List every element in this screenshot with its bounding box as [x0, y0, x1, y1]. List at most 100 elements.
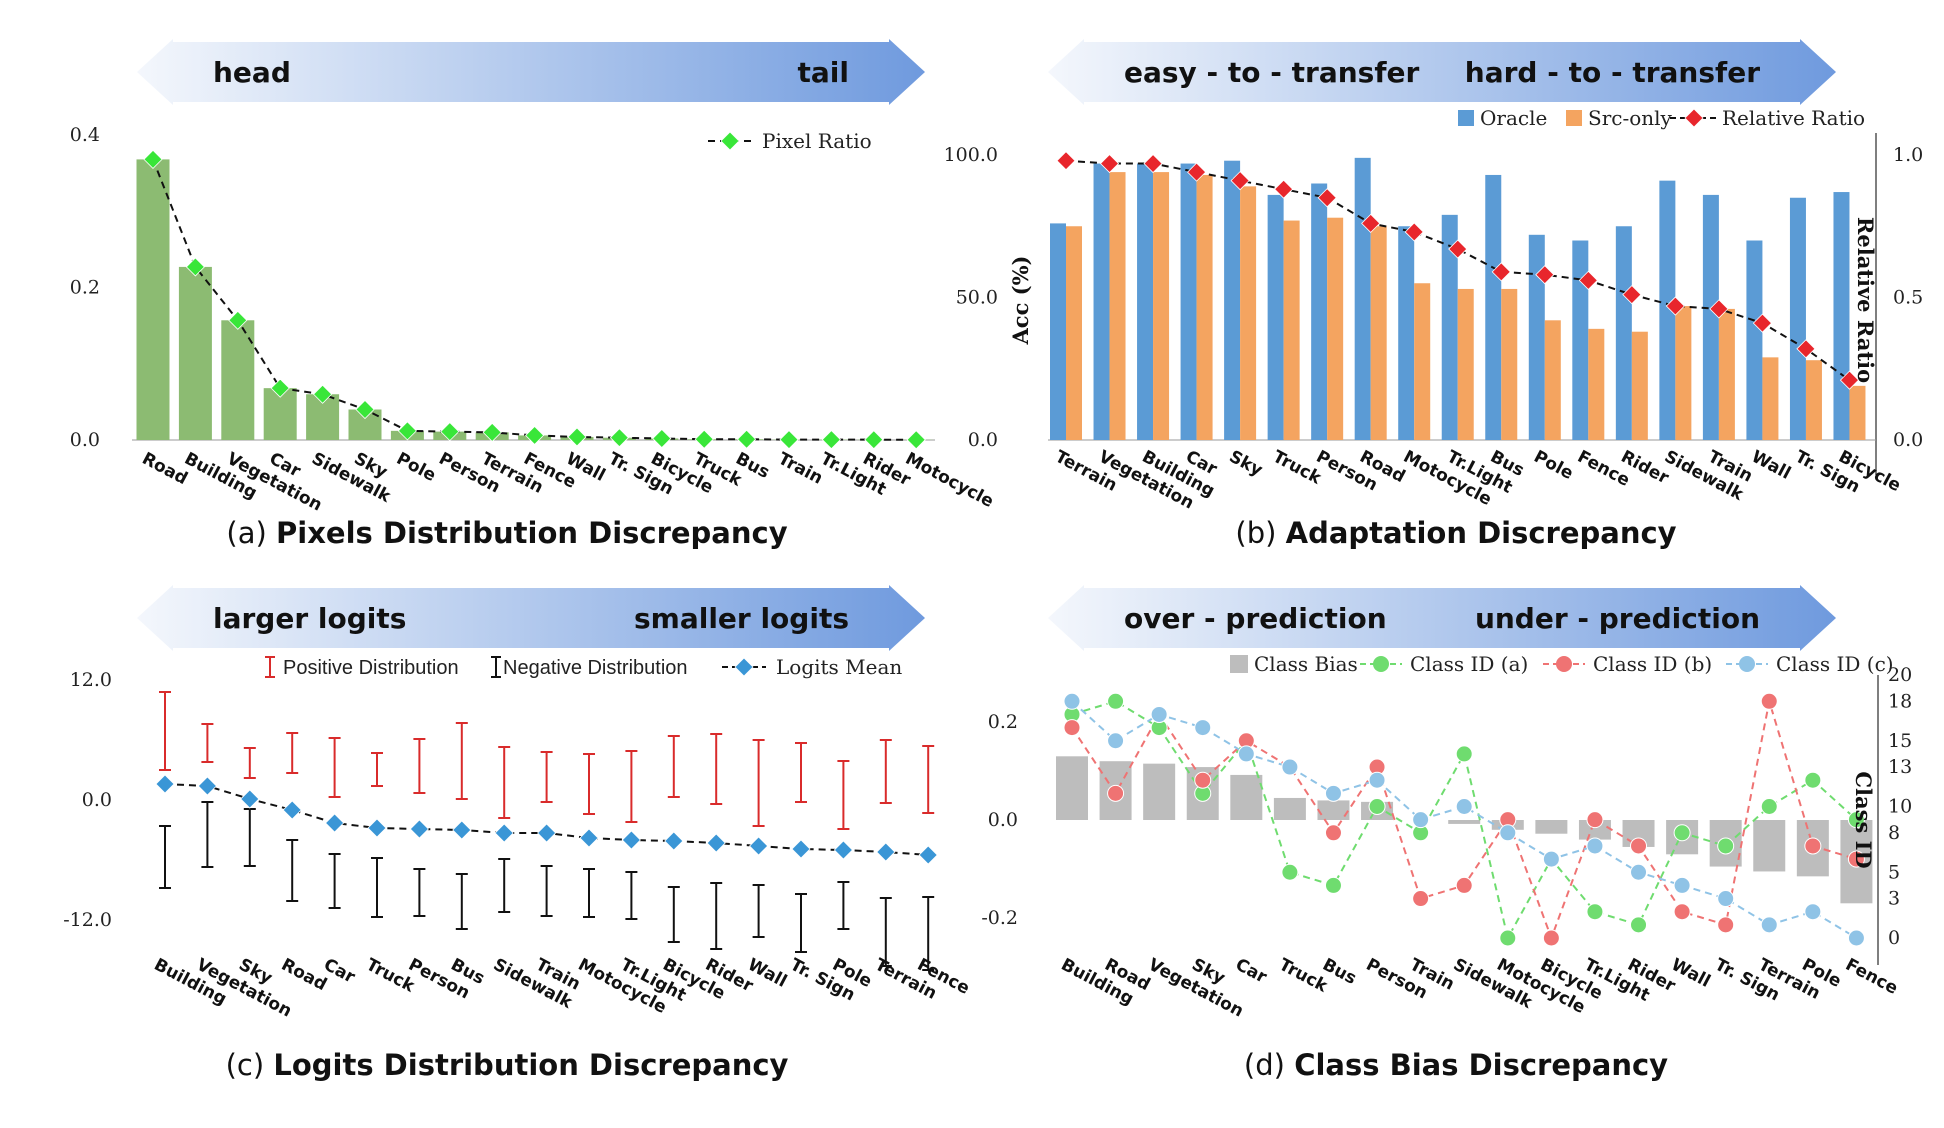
legend-ratio-marker [1684, 108, 1704, 128]
class-id-b-point [1673, 903, 1691, 921]
class-id-c-point [1324, 784, 1342, 802]
panel-a-tick-label: Motocycle [902, 449, 997, 512]
negative-errorbar [879, 897, 892, 967]
class-id-b-point [1455, 876, 1473, 894]
pixel-ratio-point [397, 421, 417, 441]
caption-d: (d) Class Bias Discrepancy [1244, 1048, 1668, 1082]
positive-errorbar [922, 745, 935, 814]
positive-errorbar [413, 738, 426, 794]
class-bias-bar [1753, 820, 1786, 872]
negative-errorbar [286, 839, 299, 902]
arrow-b-left-label: easy - to - transfer [1124, 56, 1420, 89]
caption-a: (a) Pixels Distribution Discrepancy [226, 516, 787, 550]
y2-tick-label: 13 [1888, 756, 1912, 778]
logits-mean-point [749, 836, 769, 856]
pixel-ratio-point [906, 430, 926, 450]
pixel-ratio-point [652, 428, 672, 449]
class-bias-bar [1230, 774, 1263, 820]
legend-b [1458, 108, 1716, 128]
src-only-bar [1283, 220, 1300, 440]
panel-a-tick-label: Train [775, 449, 826, 489]
y2-tick-label: 15 [1888, 730, 1912, 752]
pixel-ratio-point [270, 378, 290, 398]
class-id-b-point [1063, 719, 1081, 737]
negative-errorbar [583, 868, 595, 918]
relative-ratio-point [1187, 162, 1207, 182]
positive-errorbar [455, 722, 468, 800]
arrow-d [1048, 585, 1836, 651]
src-only-bar [1327, 217, 1344, 440]
logits-mean-point [537, 823, 557, 843]
src-only-bar [1370, 226, 1387, 440]
panel-b-tick-label: Pole [1530, 447, 1576, 484]
oracle-bar [1441, 214, 1458, 440]
relative-ratio-point [1274, 179, 1294, 199]
relative-ratio-point [1622, 285, 1642, 305]
y2-axis-title: Relative Ratio [1853, 217, 1878, 383]
legend-oracle-swatch [1458, 110, 1474, 126]
caption-b: (b) Adaptation Discrepancy [1235, 516, 1676, 550]
pixel-ratio-point [821, 430, 841, 450]
class-id-a-point [1368, 798, 1386, 815]
y2-tick-label: 0.5 [1893, 287, 1923, 309]
legend-class-id-a-marker [1373, 656, 1389, 672]
class-id-c-point [1847, 929, 1865, 947]
panel-b-tick-label: Truck [1269, 447, 1325, 489]
pixel-ratio-point [567, 427, 587, 447]
panel-d-tick-label: Truck [1276, 955, 1332, 997]
relative-ratio-point [1665, 296, 1685, 316]
negative-errorbar [667, 886, 680, 943]
caption-d-letter: (d) [1244, 1048, 1294, 1082]
oracle-bar [1180, 163, 1197, 441]
panel-a-tick-label: Pole [393, 449, 439, 486]
positive-errorbar [583, 753, 595, 815]
negative-errorbar [159, 825, 171, 889]
negative-errorbar [371, 857, 383, 918]
class-id-b-point [1107, 784, 1125, 802]
pixel-ratio-point [525, 425, 545, 445]
legend-src-swatch [1566, 110, 1582, 126]
src-only-bar [1805, 360, 1822, 440]
negative-errorbar [243, 808, 256, 867]
legend-bias-label: Class Bias [1254, 652, 1358, 676]
logits-mean-point [325, 813, 345, 833]
oracle-bar [1746, 240, 1763, 440]
class-id-a-point [1717, 837, 1735, 855]
y2-axis-title: Class ID [1851, 771, 1876, 868]
relative-ratio-point [1317, 188, 1337, 208]
y2-tick-label: 10 [1888, 796, 1912, 818]
caption-b-text: Adaptation Discrepancy [1286, 516, 1677, 550]
oracle-bar [1528, 234, 1545, 440]
src-only-bar [1675, 306, 1692, 440]
class-id-c-point [1455, 798, 1473, 815]
negative-errorbar [328, 853, 341, 909]
y-tick-label: 0.2 [70, 277, 100, 299]
y2-tick-label: 8 [1888, 822, 1900, 844]
pixel-ratio-point [228, 310, 248, 330]
panel-a-tick-label: Road [139, 449, 191, 489]
panel-d-tick-label: Wall [1668, 955, 1714, 992]
y2-tick-label: 5 [1888, 861, 1900, 883]
positive-errorbar [498, 746, 511, 819]
positive-errorbar [243, 747, 256, 779]
pixel-ratio-point [694, 429, 714, 449]
oracle-bar [1093, 163, 1110, 441]
oracle-bar [1050, 223, 1066, 440]
src-only-bar [1762, 357, 1779, 440]
y2-tick-label: 0 [1888, 927, 1900, 949]
y-tick-label: 12.0 [70, 669, 112, 691]
relative-ratio-point [1796, 339, 1816, 359]
y-tick-label: 0.2 [988, 711, 1018, 733]
legend-class-id-b-marker [1556, 656, 1572, 672]
legend-class-id-c-marker [1739, 656, 1755, 672]
positive-errorbar [667, 735, 680, 798]
src-only-bar [1196, 174, 1213, 440]
legend-ratio-label: Relative Ratio [1722, 106, 1865, 130]
legend-mean-marker [734, 657, 754, 677]
oracle-bar [1572, 240, 1589, 440]
relative-ratio-point [1839, 370, 1860, 390]
class-id-c-point [1586, 837, 1604, 855]
class-id-a-point [1499, 929, 1517, 947]
legend-oracle-label: Oracle [1480, 106, 1547, 130]
